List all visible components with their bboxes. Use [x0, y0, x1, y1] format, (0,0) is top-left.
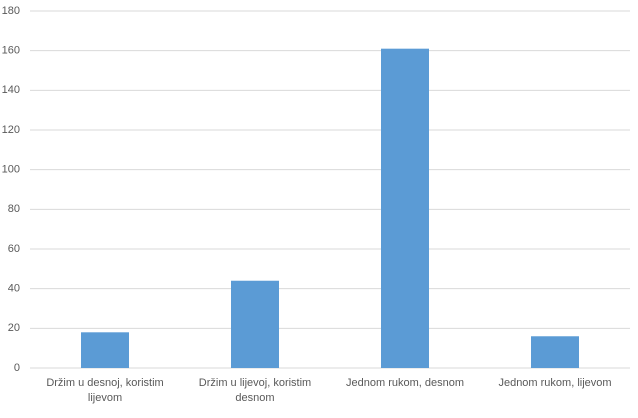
- x-tick-label: Držim u lijevoj, koristim desnom: [198, 377, 312, 404]
- y-tick-label: 20: [8, 322, 20, 334]
- y-tick-label: 140: [2, 84, 20, 96]
- bar: [531, 336, 579, 368]
- x-tick-label: Držim u desnoj, koristim lijevom: [46, 377, 164, 404]
- bar: [231, 280, 279, 368]
- y-tick-label: 180: [2, 5, 20, 17]
- y-tick-label: 80: [8, 203, 20, 215]
- x-tick-label: Jednom rukom, lijevom: [498, 377, 612, 389]
- y-tick-label: 0: [14, 362, 20, 374]
- x-tick-label: Jednom rukom, desnom: [346, 377, 464, 389]
- y-tick-label: 120: [2, 124, 20, 136]
- y-tick-label: 100: [2, 164, 20, 176]
- y-tick-label: 60: [8, 243, 20, 255]
- y-tick-label: 40: [8, 283, 20, 295]
- y-tick-label: 160: [2, 45, 20, 57]
- bar: [381, 48, 429, 368]
- bar: [81, 332, 129, 368]
